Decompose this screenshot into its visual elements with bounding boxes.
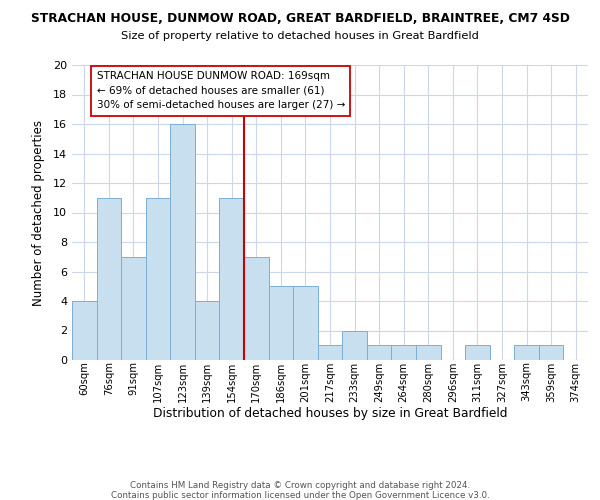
Bar	[465, 345, 490, 360]
Bar	[293, 286, 318, 360]
Bar	[195, 301, 220, 360]
Text: Contains HM Land Registry data © Crown copyright and database right 2024.: Contains HM Land Registry data © Crown c…	[130, 481, 470, 490]
Bar	[367, 345, 391, 360]
Text: STRACHAN HOUSE, DUNMOW ROAD, GREAT BARDFIELD, BRAINTREE, CM7 4SD: STRACHAN HOUSE, DUNMOW ROAD, GREAT BARDF…	[31, 12, 569, 26]
Y-axis label: Number of detached properties: Number of detached properties	[32, 120, 44, 306]
Bar	[146, 198, 170, 360]
Bar	[72, 301, 97, 360]
Bar	[121, 257, 146, 360]
Bar	[269, 286, 293, 360]
Text: STRACHAN HOUSE DUNMOW ROAD: 169sqm
← 69% of detached houses are smaller (61)
30%: STRACHAN HOUSE DUNMOW ROAD: 169sqm ← 69%…	[97, 71, 345, 110]
Bar	[416, 345, 440, 360]
Text: Contains public sector information licensed under the Open Government Licence v3: Contains public sector information licen…	[110, 491, 490, 500]
Bar	[170, 124, 195, 360]
X-axis label: Distribution of detached houses by size in Great Bardfield: Distribution of detached houses by size …	[153, 408, 507, 420]
Bar	[244, 257, 269, 360]
Bar	[220, 198, 244, 360]
Bar	[391, 345, 416, 360]
Bar	[514, 345, 539, 360]
Bar	[97, 198, 121, 360]
Bar	[318, 345, 342, 360]
Bar	[342, 330, 367, 360]
Text: Size of property relative to detached houses in Great Bardfield: Size of property relative to detached ho…	[121, 31, 479, 41]
Bar	[539, 345, 563, 360]
